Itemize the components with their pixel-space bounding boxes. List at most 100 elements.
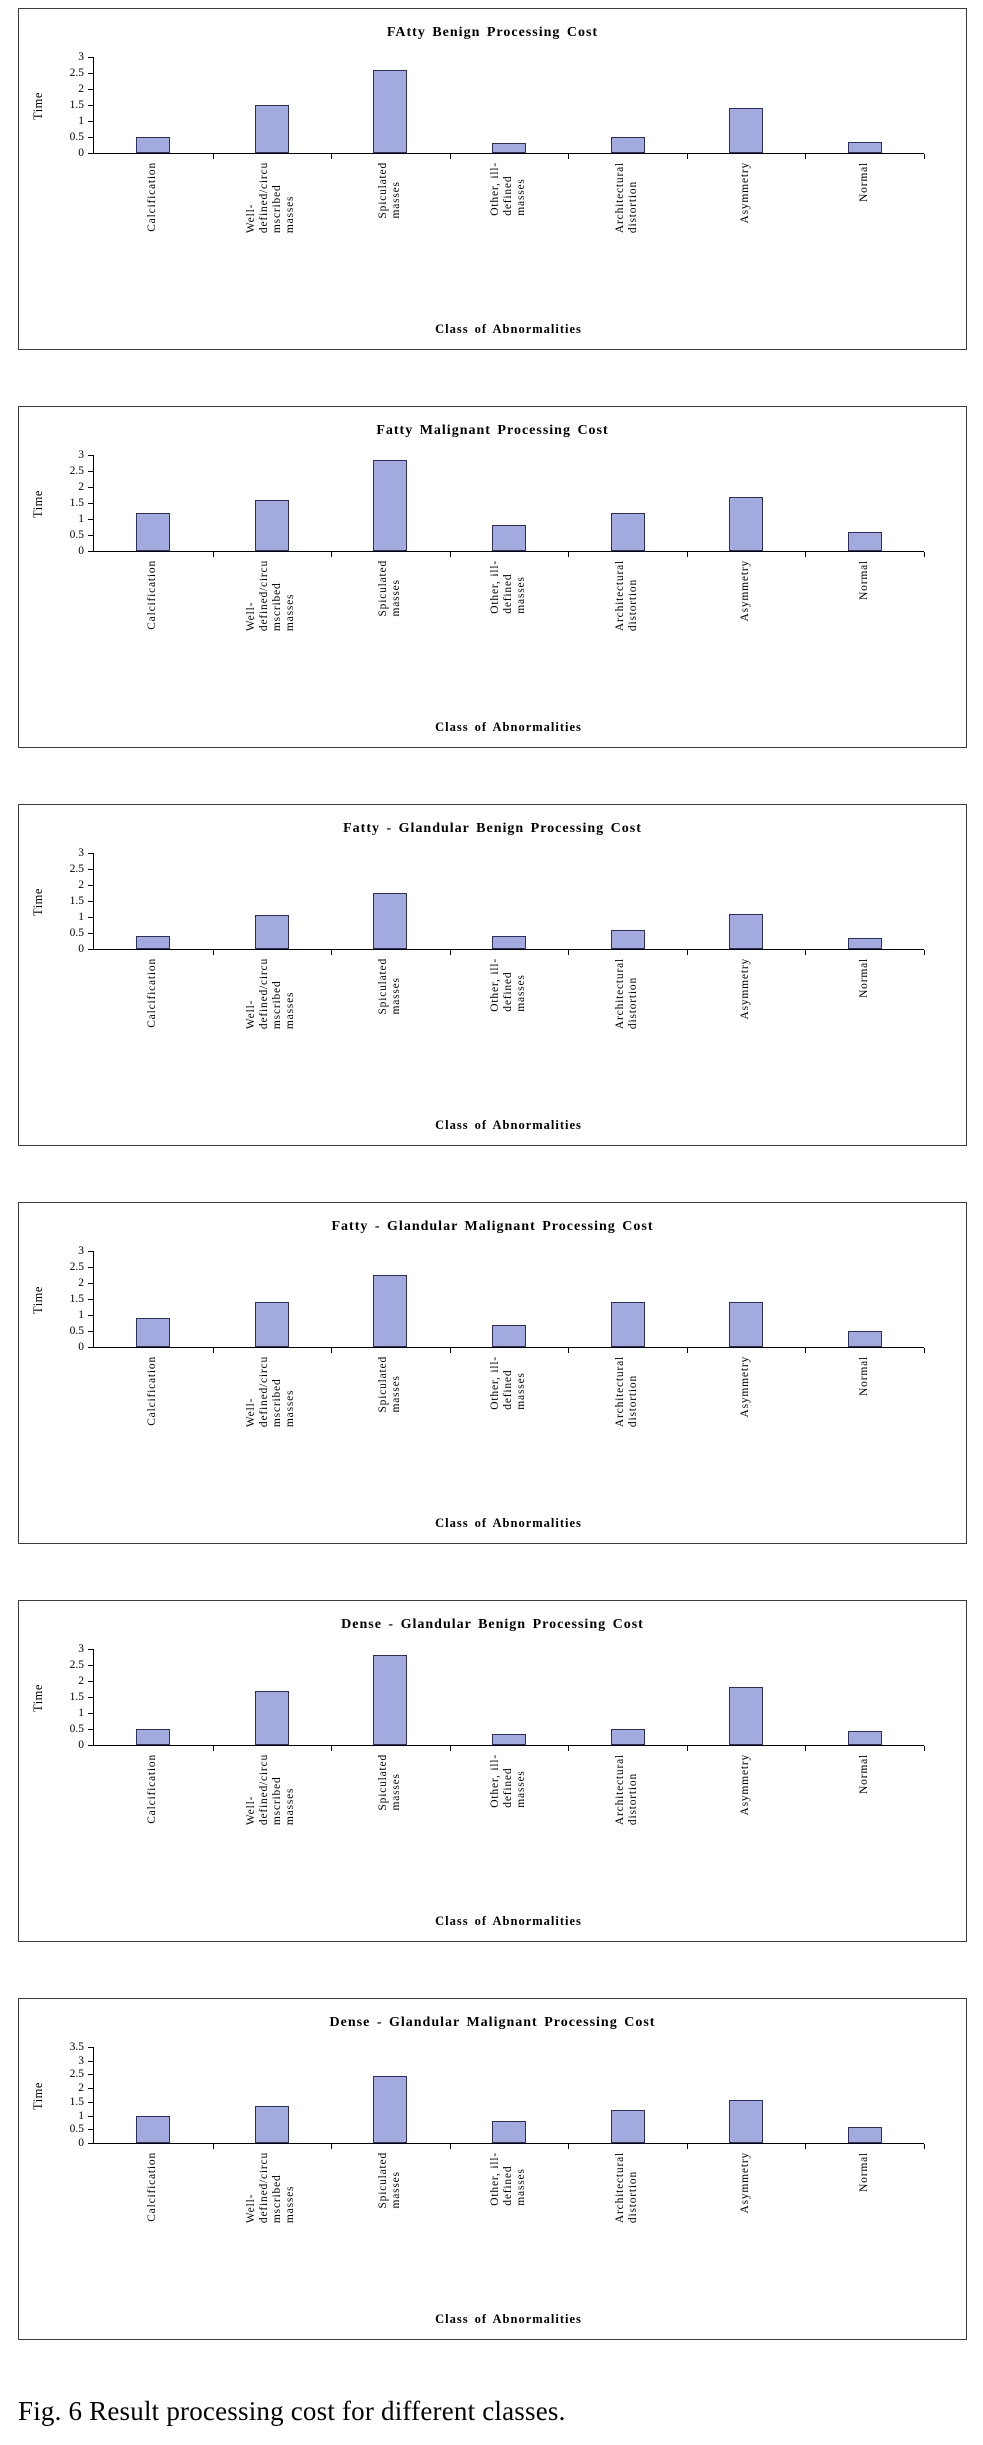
bar bbox=[254, 1302, 289, 1347]
x-tick-label: Asymmetry bbox=[739, 1754, 752, 1816]
x-tick-label: Architectural distortion bbox=[614, 958, 640, 1030]
x-tick-mark bbox=[805, 950, 807, 955]
bar-column bbox=[450, 2047, 569, 2143]
chart-plot-row: Time 0 0.5 1 1.5 2 2.5 3 bbox=[31, 847, 925, 955]
x-tick-label: Architectural distortion bbox=[614, 162, 640, 234]
y-tick-mark bbox=[88, 487, 93, 488]
y-tick-label: 2 bbox=[78, 2082, 84, 2095]
y-tick-label: 2 bbox=[78, 1675, 84, 1687]
y-tick-mark bbox=[88, 2047, 93, 2048]
bar bbox=[610, 930, 645, 949]
y-tick-label: 1 bbox=[78, 2109, 84, 2122]
x-tick-label: Architectural distortion bbox=[614, 1356, 640, 1428]
x-axis-title: Class of Abnormalities bbox=[435, 1914, 582, 1928]
bar-column bbox=[687, 455, 806, 551]
x-tick-label-cell: Well- defined/circu mscribed masses bbox=[212, 560, 331, 712]
x-tick-labels: Calcification Well- defined/circu mscribe… bbox=[93, 1348, 924, 1508]
y-tick-mark bbox=[88, 2115, 93, 2117]
bar bbox=[136, 1729, 171, 1745]
x-tick-label: Normal bbox=[858, 2152, 871, 2192]
y-tick-mark bbox=[88, 105, 93, 106]
x-tick-mark bbox=[212, 2144, 214, 2149]
y-tick-label: 1 bbox=[78, 911, 84, 923]
x-tick-mark bbox=[805, 2144, 807, 2149]
y-tick-mark bbox=[88, 2088, 93, 2090]
y-tick-label: 0 bbox=[78, 1341, 84, 1353]
y-tick-mark bbox=[88, 2074, 93, 2076]
y-tick-label: 3 bbox=[78, 51, 84, 63]
x-tick-label: Normal bbox=[858, 162, 871, 202]
x-tick-label-cell: Calcification bbox=[93, 560, 212, 712]
x-tick-label-cell: Other, ill- defined masses bbox=[449, 1356, 568, 1508]
x-tick-label-cell: Calcification bbox=[93, 1356, 212, 1508]
bar bbox=[136, 2116, 171, 2143]
chart-title: FAtty Benign Processing Cost bbox=[386, 25, 599, 40]
y-axis: 0 0.5 1 1.5 2 2.5 3 bbox=[53, 449, 93, 557]
x-tick-mark bbox=[212, 552, 214, 557]
x-tick-labels: Calcification Well- defined/circu mscribe… bbox=[93, 552, 924, 712]
y-tick-label: 2.5 bbox=[69, 863, 84, 875]
x-tick-mark bbox=[212, 950, 214, 955]
x-tick-label-cell: Architectural distortion bbox=[568, 1356, 687, 1508]
bar-column bbox=[331, 1251, 450, 1347]
x-tick-label-cell: Asymmetry bbox=[687, 1356, 806, 1508]
x-axis-title: Class of Abnormalities bbox=[435, 2312, 582, 2326]
x-tick-label: Architectural distortion bbox=[614, 560, 640, 632]
bar-column bbox=[213, 57, 332, 153]
x-tick-label: Well- defined/circu mscribed masses bbox=[245, 560, 297, 632]
bar bbox=[373, 893, 408, 949]
chart-panel: FAtty Benign Processing Cost Time 0 0.5 1 1.5… bbox=[18, 8, 967, 350]
bar-column bbox=[805, 2047, 924, 2143]
bar bbox=[847, 2127, 882, 2143]
bar bbox=[847, 142, 882, 153]
chart-plot-row: Time 0 0.5 1 1.5 2 2.5 3 3.5 bbox=[31, 2041, 925, 2149]
x-tick-mark bbox=[449, 950, 451, 955]
y-axis-title: Time bbox=[31, 2082, 45, 2110]
plot-area bbox=[93, 2047, 925, 2149]
bar bbox=[492, 1734, 527, 1745]
y-tick-mark bbox=[88, 1283, 93, 1284]
y-tick-mark bbox=[88, 519, 93, 520]
y-tick-mark bbox=[88, 2101, 93, 2103]
x-tick-label: Well- defined/circu mscribed masses bbox=[245, 2152, 297, 2224]
x-tick-mark bbox=[805, 1746, 807, 1751]
bar bbox=[254, 500, 289, 551]
y-tick-label: 0 bbox=[78, 2137, 84, 2149]
bar bbox=[254, 1691, 289, 1745]
y-tick-mark bbox=[88, 1745, 93, 1746]
x-tick-label-cell: Normal bbox=[805, 560, 924, 712]
y-tick-label: 2.5 bbox=[69, 67, 84, 79]
x-tick-label: Other, ill- defined masses bbox=[489, 2152, 528, 2206]
x-tick-mark bbox=[331, 552, 333, 557]
y-tick-mark bbox=[88, 503, 93, 504]
x-tick-mark bbox=[449, 154, 451, 159]
x-tick-mark bbox=[449, 1746, 451, 1751]
x-axis-title: Class of Abnormalities bbox=[435, 322, 582, 336]
x-tick-label-cell: Other, ill- defined masses bbox=[449, 1754, 568, 1906]
bar-column bbox=[450, 853, 569, 949]
x-tick-label-cell: Spiculated masses bbox=[330, 1356, 449, 1508]
y-tick-mark bbox=[88, 1697, 93, 1698]
y-tick-label: 3 bbox=[78, 847, 84, 859]
x-tick-label-cell: Well- defined/circu mscribed masses bbox=[212, 1754, 331, 1906]
y-tick-mark bbox=[88, 89, 93, 90]
x-tick-label-cell: Well- defined/circu mscribed masses bbox=[212, 958, 331, 1110]
bar-column bbox=[687, 853, 806, 949]
y-tick-mark bbox=[88, 1713, 93, 1714]
y-tick-mark bbox=[88, 1267, 93, 1268]
bar bbox=[136, 513, 171, 551]
x-tick-label-cell: Spiculated masses bbox=[330, 958, 449, 1110]
y-axis: 0 0.5 1 1.5 2 2.5 3 bbox=[53, 847, 93, 955]
x-tick-label: Asymmetry bbox=[739, 560, 752, 622]
x-tick-mark bbox=[924, 2144, 925, 2149]
bar bbox=[729, 108, 764, 153]
bar-column bbox=[331, 2047, 450, 2143]
y-tick-mark bbox=[88, 949, 93, 950]
y-tick-mark bbox=[88, 869, 93, 870]
y-tick-label: 0.5 bbox=[69, 927, 84, 939]
x-tick-label-cell: Normal bbox=[805, 162, 924, 314]
y-tick-mark bbox=[88, 853, 93, 854]
figure-caption: Fig. 6 Result processing cost for differ… bbox=[18, 2396, 566, 2426]
y-tick-label: 0.5 bbox=[69, 529, 84, 541]
x-tick-label-cell: Normal bbox=[805, 1356, 924, 1508]
